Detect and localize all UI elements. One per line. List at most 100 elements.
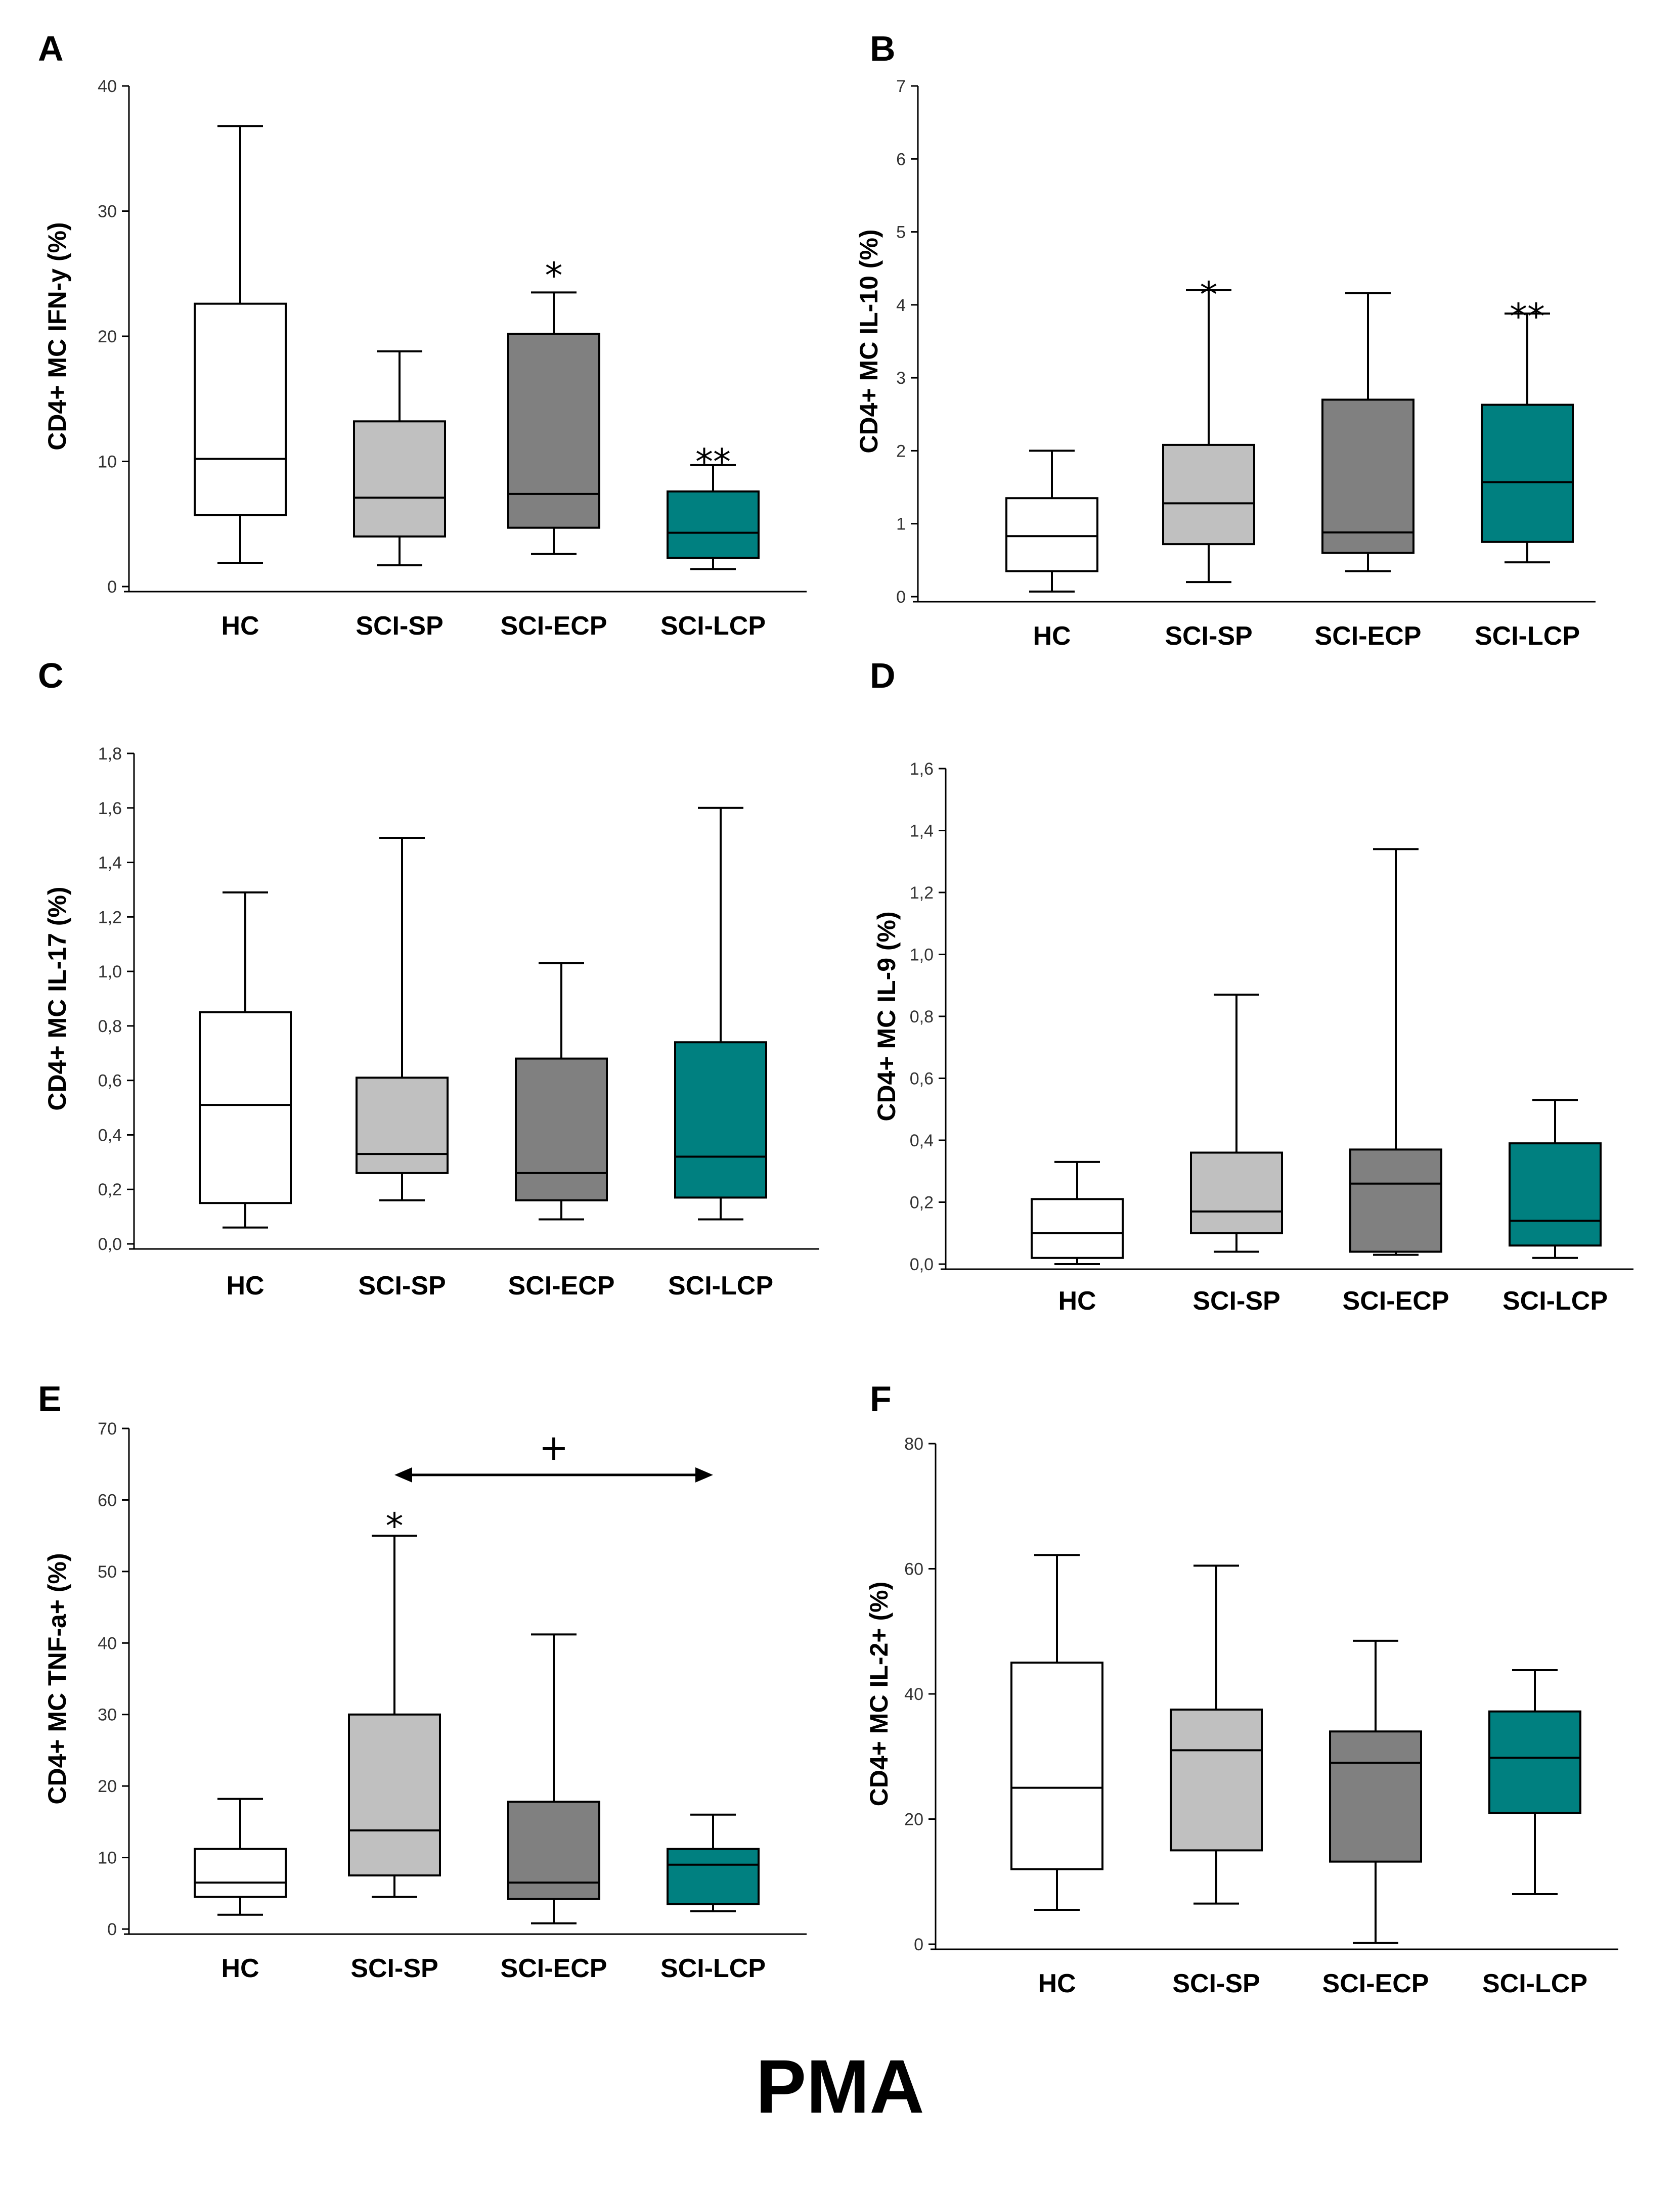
- y-tick-label: 30: [98, 202, 117, 221]
- box-sci-ecp: [507, 291, 600, 555]
- box-sci-lcp: [1481, 312, 1574, 564]
- x-tick-label: SCI-SP: [1172, 1969, 1260, 1998]
- significance-marker: **: [1510, 296, 1545, 337]
- y-tick-label: 40: [98, 77, 117, 96]
- y-axis-label: CD4+ MC IFN-y (%): [43, 222, 71, 450]
- y-tick-label: 2: [896, 441, 906, 461]
- y-tick-label: 0: [107, 1920, 117, 1939]
- x-tick-label: HC: [221, 611, 259, 641]
- y-axis-label: CD4+ MC IL-2+ (%): [865, 1582, 893, 1807]
- x-tick-label: SCI-LCP: [1482, 1969, 1587, 1998]
- box-sci-ecp: [1321, 292, 1414, 572]
- y-tick-label: 60: [904, 1560, 923, 1579]
- box-sci-ecp: [1349, 848, 1442, 1256]
- y-tick-label: 1,2: [98, 908, 122, 927]
- y-tick-label: 60: [98, 1491, 117, 1510]
- panel-f: F CD4+ MC IL-2+ (%) 0 20 40 60 80 HC SCI-SP SCI-E…: [865, 1379, 1618, 1998]
- box-iqr: [667, 490, 760, 559]
- box-sci-ecp: [515, 962, 608, 1221]
- box-sci-ecp: [1329, 1639, 1422, 1944]
- y-tick-label: 0,2: [98, 1180, 122, 1199]
- box-hc: [1005, 450, 1098, 593]
- box-iqr: [515, 1057, 608, 1201]
- x-tick-label: SCI-LCP: [660, 1954, 766, 1983]
- y-tick-label: 1,8: [98, 744, 122, 764]
- y-tick-label: 10: [98, 1849, 117, 1868]
- box-sci-sp: [1190, 994, 1283, 1253]
- box-hc: [1031, 1160, 1124, 1265]
- box-sci-ecp: [507, 1633, 600, 1925]
- box-iqr: [507, 1801, 600, 1900]
- y-tick-label: 30: [98, 1706, 117, 1725]
- y-axis-label: CD4+ MC IL-9 (%): [872, 911, 901, 1121]
- y-tick-label: 0,8: [910, 1007, 934, 1026]
- box-iqr: [1031, 1198, 1124, 1259]
- x-tick-label: SCI-LCP: [660, 611, 766, 641]
- box-sci-sp: [348, 1535, 441, 1898]
- panel-a: A CD4+ MC IFN-y (%) 0 10 20 30 40 HC SCI-SP SCI-E…: [38, 29, 807, 641]
- box-iqr: [1481, 404, 1574, 543]
- y-tick-label: 10: [98, 453, 117, 472]
- box-sci-lcp: [674, 807, 767, 1221]
- x-tick-label: SCI-SP: [350, 1954, 438, 1983]
- x-tick-label: SCI-ECP: [501, 1954, 607, 1983]
- box-iqr: [1170, 1708, 1263, 1852]
- panel-letter: B: [870, 29, 896, 68]
- box-iqr: [194, 302, 287, 516]
- significance-marker: **: [695, 441, 731, 483]
- x-tick-label: SCI-LCP: [668, 1271, 773, 1301]
- panel-c: C CD4+ MC IL-17 (%) 0,0 0,2 0,4 0,6 0,8 1,0 1,2 1…: [38, 656, 819, 1301]
- y-tick-label: 40: [98, 1634, 117, 1653]
- significance-marker: *: [545, 255, 563, 296]
- y-tick-label: 20: [98, 1777, 117, 1796]
- box-iqr: [1509, 1142, 1602, 1247]
- y-tick-label: 0: [107, 577, 117, 597]
- y-tick-label: 0,4: [98, 1126, 122, 1145]
- box-sci-sp: [353, 350, 446, 566]
- y-tick-label: 1: [896, 515, 906, 534]
- y-tick-label: 40: [904, 1685, 923, 1704]
- x-tick-label: HC: [226, 1271, 264, 1301]
- panel-letter: C: [38, 656, 64, 695]
- y-tick-label: 0,6: [910, 1069, 934, 1089]
- box-hc: [194, 1798, 287, 1916]
- box-sci-sp: [1162, 289, 1255, 584]
- y-axis-label: CD4+ MC IL-17 (%): [43, 886, 71, 1110]
- box-iqr: [1321, 398, 1414, 554]
- y-tick-label: 0: [914, 1935, 923, 1954]
- y-tick-label: 20: [98, 327, 117, 346]
- footer-label: PMA: [756, 2044, 924, 2129]
- box-sci-lcp: [667, 464, 760, 570]
- box-iqr: [1010, 1662, 1103, 1870]
- x-tick-label: SCI-ECP: [501, 611, 607, 641]
- y-tick-label: 0,6: [98, 1071, 122, 1091]
- panel-letter: E: [38, 1379, 62, 1418]
- y-tick-label: 80: [904, 1435, 923, 1454]
- y-tick-label: 1,0: [910, 946, 934, 965]
- y-tick-label: 5: [896, 223, 906, 242]
- y-axis-label: CD4+ MC IL-10 (%): [855, 229, 883, 453]
- box-iqr: [1162, 443, 1255, 546]
- box-iqr: [1329, 1730, 1422, 1863]
- box-sci-sp: [356, 837, 449, 1201]
- box-iqr: [674, 1041, 767, 1199]
- box-hc: [199, 891, 292, 1229]
- y-tick-label: 1,4: [910, 822, 934, 841]
- y-tick-label: 3: [896, 369, 906, 388]
- x-tick-label: HC: [1058, 1286, 1096, 1316]
- y-tick-label: 20: [904, 1810, 923, 1829]
- x-tick-label: SCI-ECP: [508, 1271, 615, 1301]
- y-tick-label: 0,4: [910, 1131, 934, 1150]
- panel-b: B CD4+ MC IL-10 (%) 0 1 2 3 4 5 6 7 HC SCI-SP SCI-EC…: [855, 29, 1596, 651]
- box-iqr: [194, 1848, 287, 1898]
- panel-e: E CD4+ MC TNF-a+ (%) 0 10 20 30 40 50 60 70 HC SCI-…: [38, 1379, 807, 1983]
- box-iqr: [1349, 1148, 1442, 1253]
- y-tick-label: 0: [896, 588, 906, 607]
- y-tick-label: 1,6: [98, 799, 122, 818]
- y-tick-label: 0,0: [910, 1255, 934, 1274]
- box-iqr: [356, 1077, 449, 1174]
- y-tick-label: 1,2: [910, 883, 934, 903]
- box-sci-lcp: [1488, 1669, 1581, 1895]
- x-tick-label: SCI-SP: [1192, 1286, 1280, 1316]
